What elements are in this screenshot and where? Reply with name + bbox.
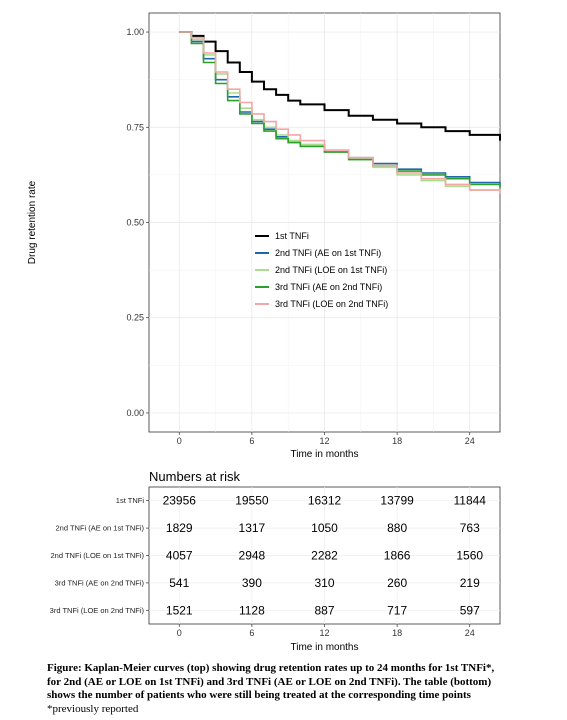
km-y-axis-title: Drug retention rate xyxy=(27,180,38,264)
caption-footnote: *previously reported xyxy=(47,702,139,715)
risk-row-label: 1st TNFi xyxy=(116,496,145,505)
km-legend-label: 3rd TNFi (AE on 2nd TNFi) xyxy=(275,282,382,292)
km-legend: 1st TNFi 2nd TNFi (AE on 1st TNFi) 2nd TNF… xyxy=(255,231,388,309)
risk-cell-value: 11844 xyxy=(453,494,486,508)
risk-cell-value: 597 xyxy=(460,603,480,617)
caption-text-1: Kaplan-Meier curves (top) showing drug r… xyxy=(84,662,495,674)
caption-line-3: shows the number of patients who were st… xyxy=(47,689,471,701)
caption-prefix: Figure: xyxy=(47,662,82,674)
risk-cells: 23956 19550 16312 13799 11844 1829 1317 1050 880… xyxy=(163,494,487,618)
risk-cell-value: 13799 xyxy=(380,494,414,508)
risk-cell-value: 541 xyxy=(169,576,189,590)
risk-gridlines xyxy=(149,487,500,624)
km-y-ticks: 0.00 0.25 0.50 0.75 1.00 xyxy=(126,27,149,418)
risk-x-tick-label: 18 xyxy=(392,628,402,638)
km-x-tick-label: 18 xyxy=(392,436,402,446)
km-series-line xyxy=(179,31,501,141)
km-legend-label: 2nd TNFi (LOE on 1st TNFi) xyxy=(275,265,387,275)
risk-cell-value: 1128 xyxy=(239,603,265,617)
risk-cell-value: 1829 xyxy=(166,521,193,535)
risk-cell-value: 763 xyxy=(460,521,480,535)
km-y-tick-label: 0.25 xyxy=(126,313,144,323)
km-y-tick-label: 1.00 xyxy=(126,27,144,37)
risk-cell-value: 16312 xyxy=(308,494,342,508)
risk-cell-value: 1317 xyxy=(239,521,266,535)
risk-cell-value: 4057 xyxy=(166,549,193,563)
risk-cell-value: 2948 xyxy=(239,549,266,563)
km-y-tick-label: 0.00 xyxy=(126,408,144,418)
risk-table-title: Numbers at risk xyxy=(149,469,241,484)
km-series-lines xyxy=(179,31,501,194)
caption-line-1: Figure: Kaplan-Meier curves (top) showin… xyxy=(47,662,557,676)
km-legend-label: 1st TNFi xyxy=(275,231,309,241)
risk-cell-value: 1560 xyxy=(456,549,483,563)
km-x-tick-label: 24 xyxy=(465,436,475,446)
risk-cell-value: 2282 xyxy=(311,549,338,563)
risk-row-label: 2nd TNFi (LOE on 1st TNFi) xyxy=(50,551,144,560)
risk-x-tick-label: 24 xyxy=(465,628,475,638)
risk-table: Numbers at risk 23956 19550 16312 13799 1184… xyxy=(50,469,501,653)
risk-cell-value: 1866 xyxy=(384,549,411,563)
risk-row-labels: 1st TNFi 2nd TNFi (AE on 1st TNFi) 2nd TNF… xyxy=(50,496,149,615)
km-series-line xyxy=(179,31,501,194)
risk-cell-value: 19550 xyxy=(235,494,269,508)
risk-cell-value: 310 xyxy=(314,576,334,590)
risk-x-axis-title: Time in months xyxy=(291,642,359,653)
figure-canvas: 0.00 0.25 0.50 0.75 1.00 0 6 12 18 24 Time in mo… xyxy=(27,12,501,653)
risk-x-tick-label: 12 xyxy=(319,628,329,638)
risk-row-label: 3rd TNFi (LOE on 2nd TNFi) xyxy=(50,606,145,615)
risk-cell-value: 1521 xyxy=(166,603,193,617)
km-y-tick-label: 0.50 xyxy=(126,218,144,228)
risk-x-ticks: 0 6 12 18 24 xyxy=(177,624,475,638)
km-x-tick-label: 6 xyxy=(249,436,254,446)
risk-cell-value: 887 xyxy=(314,603,334,617)
km-x-tick-label: 12 xyxy=(319,436,329,446)
risk-cell-value: 219 xyxy=(460,576,480,590)
km-x-tick-label: 0 xyxy=(177,436,182,446)
risk-cell-value: 23956 xyxy=(163,494,197,508)
risk-row-label: 3rd TNFi (AE on 2nd TNFi) xyxy=(55,578,145,587)
km-y-tick-label: 0.75 xyxy=(126,122,144,132)
km-legend-label: 2nd TNFi (AE on 1st TNFi) xyxy=(275,248,381,258)
km-plot: 0.00 0.25 0.50 0.75 1.00 0 6 12 18 24 Time in mo… xyxy=(27,12,501,460)
risk-x-tick-label: 0 xyxy=(177,628,182,638)
risk-cell-value: 717 xyxy=(387,603,407,617)
risk-cell-value: 390 xyxy=(242,576,262,590)
risk-cell-value: 260 xyxy=(387,576,407,590)
risk-cell-value: 880 xyxy=(387,521,407,535)
km-x-axis-title: Time in months xyxy=(291,449,359,460)
risk-x-tick-label: 6 xyxy=(249,628,254,638)
figure-caption: Figure: Kaplan-Meier curves (top) showin… xyxy=(47,662,557,716)
caption-line-2: for 2nd (AE or LOE on 1st TNFi) and 3rd … xyxy=(47,675,492,688)
km-legend-label: 3rd TNFi (LOE on 2nd TNFi) xyxy=(275,299,388,309)
risk-row-label: 2nd TNFi (AE on 1st TNFi) xyxy=(56,524,145,533)
risk-cell-value: 1050 xyxy=(311,521,338,535)
km-x-ticks: 0 6 12 18 24 xyxy=(177,432,475,446)
